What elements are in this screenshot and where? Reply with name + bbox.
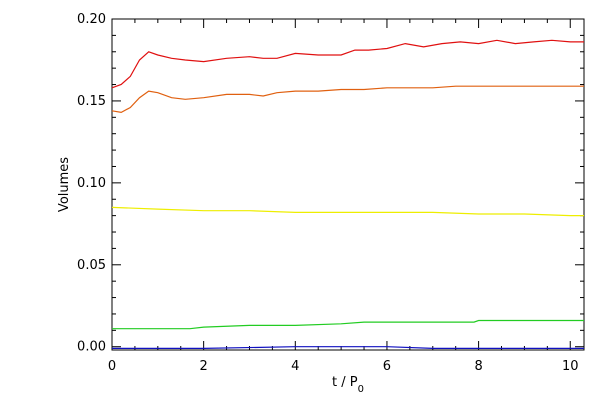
x-tick-label: 2 [200, 359, 208, 374]
series-line-1 [111, 85, 584, 114]
tick-labels: 0 2 4 6 8 10 0.00 0.05 0.10 0.15 0.20 [77, 12, 578, 374]
x-tick-label: 0 [108, 359, 116, 374]
x-tick-label: 10 [562, 359, 579, 374]
series-line-4 [112, 346, 584, 349]
y-tick-label: 0.15 [77, 94, 106, 109]
x-axis-label-sub: 0 [358, 384, 364, 395]
x-tick-label: 6 [383, 359, 391, 374]
x-tick-label: 8 [474, 359, 482, 374]
y-tick-label: 0.10 [77, 176, 106, 191]
series-group [111, 39, 584, 349]
series-line-2 [111, 206, 584, 217]
y-axis-label: Volumes [57, 157, 72, 212]
series-line-3 [112, 319, 584, 330]
y-tick-label: 0.20 [77, 12, 106, 27]
plot-frame [111, 18, 585, 351]
x-axis-label: t / P0 [332, 375, 364, 395]
x-tick-label: 4 [291, 359, 299, 374]
y-tick-label: 0.05 [77, 258, 106, 273]
x-axis-label-main: t / P [332, 375, 358, 390]
axis-ticks [111, 18, 584, 350]
series-line-0 [111, 39, 584, 89]
y-tick-label: 0.00 [77, 340, 106, 355]
